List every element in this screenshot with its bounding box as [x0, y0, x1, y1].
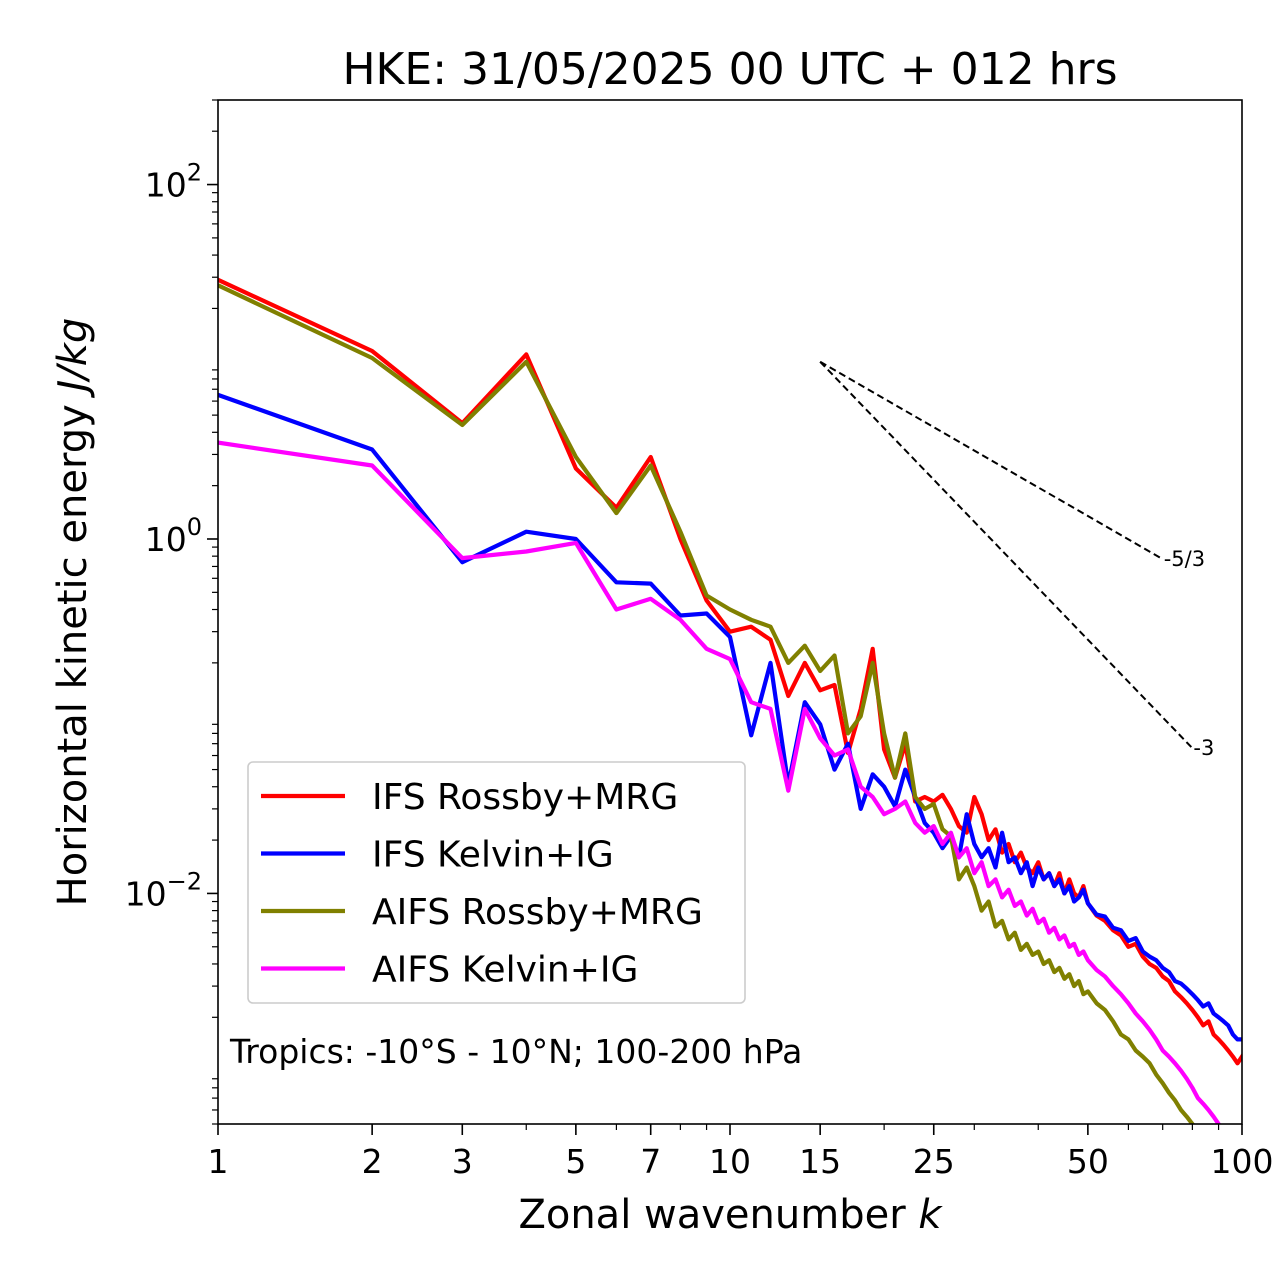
- slope-labels: -5/3 -3: [1164, 547, 1215, 760]
- y-tick-label: 102: [145, 159, 202, 205]
- legend-entry: AIFS Rossby+MRG: [372, 892, 703, 933]
- x-tick-label: 10: [709, 1142, 751, 1181]
- x-tick-label: 5: [565, 1142, 586, 1181]
- reference-slope-lines: [819, 360, 1194, 749]
- slope-label: -5/3: [1164, 547, 1205, 571]
- slope-line: [819, 361, 1194, 749]
- series-line: [218, 282, 1196, 1124]
- x-tick-label: 2: [362, 1142, 383, 1181]
- slope-label: -3: [1193, 736, 1214, 760]
- y-tick-label: 100: [145, 513, 202, 559]
- x-tick-labels: 1 2 3 5 7 10 15 25 50 100: [208, 1142, 1274, 1181]
- x-tick-label: 15: [799, 1142, 841, 1181]
- series-lines: [218, 277, 1242, 1124]
- x-tick-label: 3: [452, 1142, 473, 1181]
- x-tick-label: 100: [1211, 1142, 1274, 1181]
- x-tick-label: 1: [208, 1142, 229, 1181]
- x-axis-label: Zonal wavenumber k: [518, 1192, 943, 1238]
- y-axis-label: Horizontal kinetic energy J/kg: [50, 318, 96, 907]
- x-tick-label: 25: [913, 1142, 955, 1181]
- x-axis-label-text: Zonal wavenumber: [518, 1192, 918, 1238]
- series-line: [218, 440, 1222, 1124]
- legend: IFS Rossby+MRG IFS Kelvin+IG AIFS Rossby+M…: [247, 761, 746, 1004]
- y-tick-labels: 102 100 10−2: [125, 159, 202, 914]
- x-tick-label: 50: [1067, 1142, 1109, 1181]
- legend-entry: IFS Rossby+MRG: [372, 777, 678, 818]
- region-annotation: Tropics: -10°S - 10°N; 100-200 hPa: [229, 1032, 802, 1071]
- y-tick-label: 10−2: [125, 867, 202, 913]
- chart-title: HKE: 31/05/2025 00 UTC + 012 hrs: [342, 44, 1117, 95]
- major-ticks: [207, 183, 1243, 1135]
- x-tick-label: 7: [640, 1142, 661, 1181]
- legend-entry: IFS Kelvin+IG: [372, 835, 614, 876]
- legend-entry: AIFS Kelvin+IG: [372, 950, 638, 991]
- y-axis-label-unit: J/kg: [50, 318, 96, 399]
- legend-box: [247, 761, 746, 1004]
- plot-frame: [217, 99, 1243, 1125]
- x-axis-label-var: k: [918, 1192, 943, 1238]
- y-axis-label-text: Horizontal kinetic energy: [50, 392, 96, 907]
